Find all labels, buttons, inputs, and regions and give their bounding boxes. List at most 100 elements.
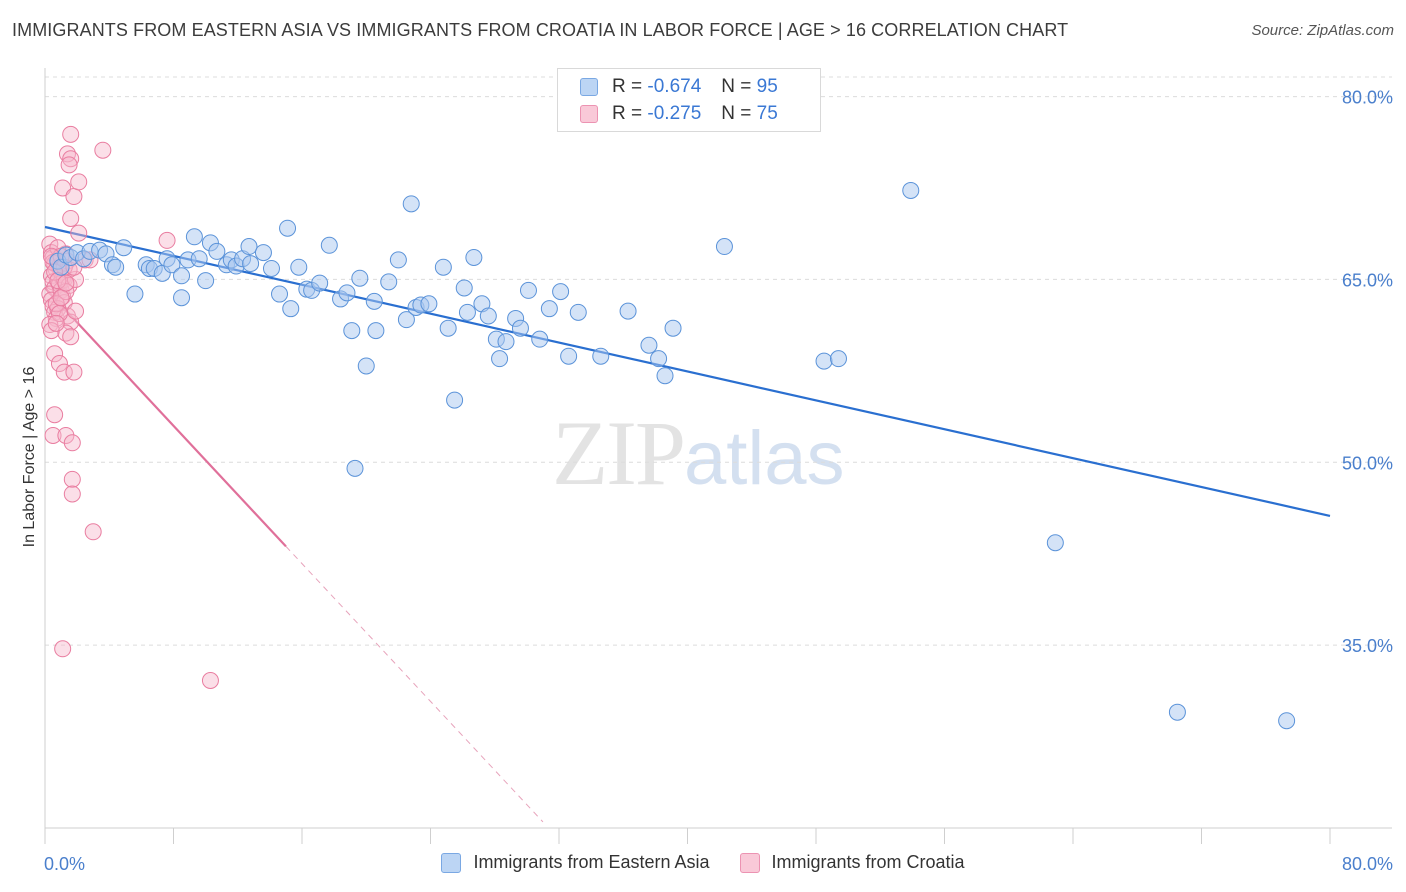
point-eastern-asia	[815, 352, 833, 370]
point-croatia	[46, 345, 64, 363]
point-croatia	[46, 406, 64, 424]
point-eastern-asia	[254, 244, 272, 262]
point-eastern-asia	[173, 289, 191, 307]
point-eastern-asia	[434, 258, 452, 276]
source-label: Source: ZipAtlas.com	[1251, 22, 1394, 39]
point-eastern-asia	[420, 295, 438, 313]
legend-item-croatia: Immigrants from Croatia	[739, 852, 965, 873]
point-croatia	[70, 173, 88, 191]
x-tick-label: 0.0%	[44, 854, 85, 874]
point-croatia	[44, 426, 62, 444]
point-eastern-asia	[242, 255, 260, 273]
point-eastern-asia	[650, 350, 668, 368]
point-croatia	[50, 355, 68, 373]
point-croatia	[63, 485, 81, 503]
watermark-zip: ZIP	[552, 402, 686, 504]
point-croatia	[67, 302, 85, 320]
y-tick-label: 50.0%	[1342, 453, 1393, 473]
point-croatia	[158, 231, 176, 249]
point-eastern-asia	[279, 219, 297, 237]
point-eastern-asia	[290, 258, 308, 276]
point-croatia	[67, 270, 85, 288]
point-eastern-asia	[656, 367, 674, 385]
trend-line-croatia	[44, 287, 287, 548]
legend-n-label: N =	[721, 76, 752, 97]
axis-labels: 35.0% 50.0% 65.0% 80.0% 0.0% 80.0% In Labor Fo…	[21, 88, 1393, 874]
point-eastern-asia	[446, 391, 464, 409]
point-eastern-asia	[540, 300, 558, 318]
watermark: ZIPatlas	[552, 400, 845, 506]
point-eastern-asia	[511, 319, 529, 337]
point-eastern-asia	[458, 303, 476, 321]
legend-r-value: -0.674	[647, 76, 702, 97]
legend-n-value: 95	[756, 76, 778, 97]
stats-legend: R = -0.674 N = 95 R = -0.275 N = 75	[557, 68, 821, 132]
legend-swatch-pink	[580, 105, 598, 123]
point-eastern-asia	[271, 285, 289, 303]
point-eastern-asia	[569, 303, 587, 321]
point-eastern-asia	[262, 259, 280, 277]
point-eastern-asia	[902, 181, 920, 199]
legend-item-eastern-asia: Immigrants from Eastern Asia	[441, 852, 710, 873]
point-eastern-asia	[240, 238, 258, 256]
point-eastern-asia	[208, 242, 226, 260]
point-eastern-asia	[439, 319, 457, 337]
axes	[44, 68, 1392, 844]
point-croatia	[52, 289, 70, 307]
point-eastern-asia	[197, 272, 215, 290]
y-tick-label: 65.0%	[1342, 270, 1393, 290]
series-legend: Immigrants from Eastern Asia Immigrants …	[0, 852, 1406, 873]
legend-swatch-pink	[739, 852, 760, 873]
legend-r-label: R =	[612, 76, 643, 97]
point-eastern-asia	[163, 256, 181, 274]
watermark-atlas: atlas	[684, 416, 845, 501]
point-eastern-asia	[1046, 534, 1064, 552]
point-eastern-asia	[190, 250, 208, 268]
point-eastern-asia	[357, 357, 375, 375]
point-eastern-asia	[455, 279, 473, 297]
legend-swatch-blue	[441, 852, 462, 873]
point-eastern-asia	[465, 248, 483, 266]
point-eastern-asia	[282, 300, 300, 318]
point-eastern-asia	[829, 350, 847, 368]
legend-n-value: 75	[756, 103, 778, 124]
point-eastern-asia	[560, 347, 578, 365]
legend-swatch-blue	[580, 78, 598, 96]
point-eastern-asia	[320, 236, 338, 254]
x-tick-label: 80.0%	[1342, 854, 1393, 874]
point-eastern-asia	[343, 322, 361, 340]
point-eastern-asia	[1168, 703, 1186, 721]
point-eastern-asia	[479, 307, 497, 325]
point-croatia	[54, 640, 72, 658]
point-croatia	[65, 188, 83, 206]
legend-label: Immigrants from Croatia	[771, 852, 965, 872]
point-eastern-asia	[1278, 712, 1296, 730]
grid-lines	[45, 76, 1392, 646]
point-croatia	[62, 328, 80, 346]
point-eastern-asia	[389, 251, 407, 269]
legend-r-label: R =	[612, 103, 643, 124]
trend-line-croatia-extension	[285, 546, 544, 823]
point-eastern-asia	[640, 336, 658, 354]
point-eastern-asia	[380, 273, 398, 291]
point-eastern-asia	[531, 330, 549, 348]
point-eastern-asia	[367, 322, 385, 340]
point-eastern-asia	[402, 195, 420, 213]
point-eastern-asia	[715, 238, 733, 256]
point-eastern-asia	[107, 258, 125, 276]
point-eastern-asia	[173, 267, 191, 285]
data-points	[41, 125, 1296, 730]
point-croatia	[47, 314, 65, 332]
point-eastern-asia	[338, 284, 356, 302]
point-croatia	[70, 224, 88, 242]
point-eastern-asia	[619, 302, 637, 320]
point-eastern-asia	[519, 281, 537, 299]
point-eastern-asia	[592, 347, 610, 365]
y-tick-label: 80.0%	[1342, 88, 1393, 108]
point-eastern-asia	[351, 269, 369, 287]
point-eastern-asia	[115, 239, 133, 257]
legend-label: Immigrants from Eastern Asia	[473, 852, 710, 872]
point-eastern-asia	[664, 319, 682, 337]
point-croatia	[201, 671, 219, 689]
